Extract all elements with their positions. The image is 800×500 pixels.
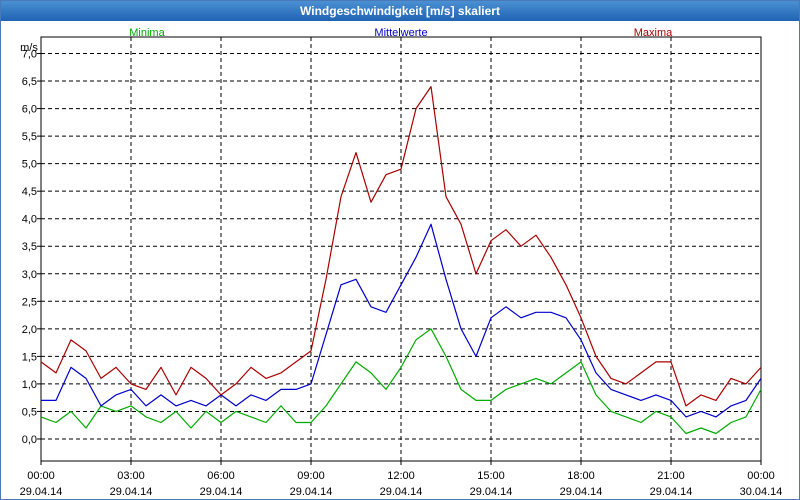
y-tick-label: 6,0 [22,104,37,116]
series-lines [40,85,762,435]
x-tick-time: 00:00 [747,470,775,482]
y-tick-label: 4,5 [22,186,37,198]
x-tick-date: 29.04.14 [200,486,243,498]
x-tick-date: 29.04.14 [110,486,153,498]
y-tick-label: 5,0 [22,159,37,171]
x-tick-time: 06:00 [207,470,235,482]
x-tick-time: 21:00 [657,470,685,482]
x-tick-time: 00:00 [27,470,55,482]
x-tick-date: 29.04.14 [470,486,513,498]
x-axis-ticks: 00:00 29.04.14 03:00 29.04.14 06:00 29.04.14 0… [20,461,783,498]
x-tick-time: 09:00 [297,470,325,482]
x-tick-date: 29.04.14 [380,486,423,498]
y-tick-label: 1,0 [22,379,37,391]
x-tick-time: 03:00 [117,470,145,482]
y-tick-label: 0,0 [22,434,37,446]
y-axis-ticks: 0,0 0,5 1,0 1,5 2,0 2,5 3,0 3,5 4,0 4,5 5,0 5,5 6,0 6… [22,49,41,446]
x-tick-time: 18:00 [567,470,595,482]
y-tick-label: 3,0 [22,269,37,281]
y-axis-label: m/s [20,42,38,54]
x-tick-time: 15:00 [477,470,505,482]
series-maxima-line [40,85,762,407]
x-tick-date: 29.04.14 [20,486,63,498]
series-minima-line [40,328,762,435]
x-tick-date: 30.04.14 [740,486,783,498]
y-tick-label: 3,5 [22,241,37,253]
y-tick-label: 5,5 [22,131,37,143]
x-tick-date: 29.04.14 [650,486,693,498]
legend-mittelwerte: Mittelwerte [374,27,427,39]
series-mittelwerte-line [41,223,762,418]
y-tick-label: 1,5 [22,351,37,363]
legend-maxima: Maxima [634,27,673,39]
x-tick-date: 29.04.14 [290,486,333,498]
y-tick-label: 6,5 [22,76,37,88]
chart-title: Windgeschwindigkeit [m/s] skaliert [1,1,799,21]
y-tick-label: 7,0 [22,49,37,61]
x-tick-date: 29.04.14 [560,486,603,498]
legend-minima: Minima [129,27,165,39]
y-tick-label: 0,5 [22,406,37,418]
grid-lines [41,37,761,461]
y-tick-label: 2,5 [22,296,37,308]
y-tick-label: 4,0 [22,214,37,226]
x-tick-time: 12:00 [387,470,415,482]
y-tick-label: 2,0 [22,324,37,336]
